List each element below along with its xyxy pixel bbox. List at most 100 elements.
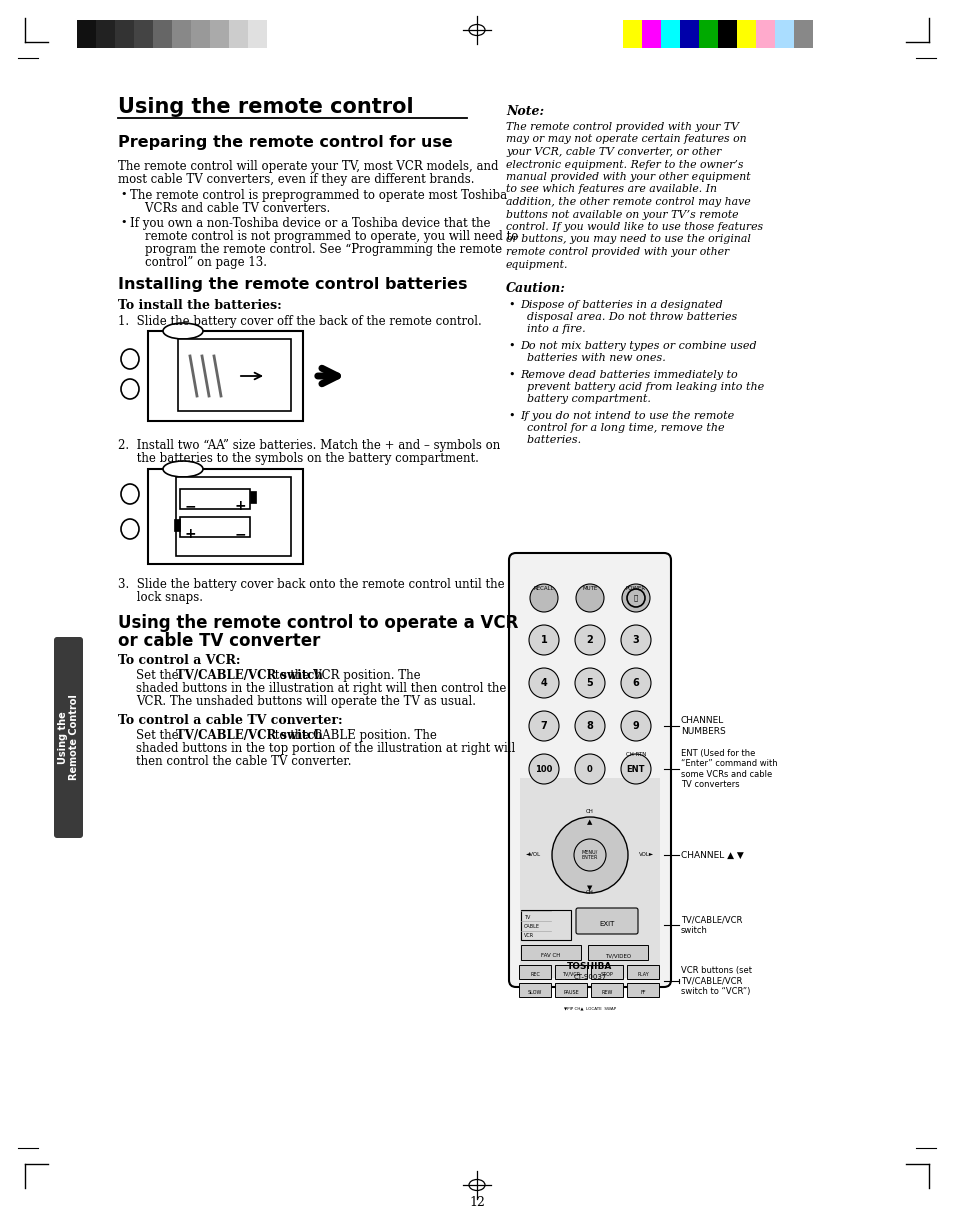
- Text: your VCR, cable TV converter, or other: your VCR, cable TV converter, or other: [505, 147, 720, 157]
- Bar: [152, 21, 172, 48]
- Text: TV/CABLE/VCR
switch: TV/CABLE/VCR switch: [680, 915, 741, 935]
- Text: TOSHIBA: TOSHIBA: [567, 962, 612, 971]
- Bar: [172, 21, 191, 48]
- Bar: [774, 21, 793, 48]
- Text: shaded buttons in the illustration at right will then control the: shaded buttons in the illustration at ri…: [136, 683, 506, 695]
- Text: To control a VCR:: To control a VCR:: [118, 654, 240, 667]
- Bar: [180, 517, 250, 537]
- Ellipse shape: [163, 323, 203, 339]
- Text: batteries.: batteries.: [519, 435, 580, 445]
- Text: 100: 100: [535, 765, 552, 773]
- Circle shape: [529, 754, 558, 784]
- Bar: [180, 488, 250, 509]
- Text: POWER: POWER: [625, 586, 645, 591]
- Text: CHANNEL
NUMBERS: CHANNEL NUMBERS: [680, 716, 725, 736]
- Text: PAUSE: PAUSE: [562, 990, 578, 995]
- Circle shape: [575, 668, 604, 698]
- Text: equipment.: equipment.: [505, 259, 568, 269]
- Bar: [520, 946, 580, 960]
- Circle shape: [529, 668, 558, 698]
- Text: Caution:: Caution:: [505, 282, 565, 295]
- Text: Installing the remote control batteries: Installing the remote control batteries: [118, 277, 467, 292]
- Bar: [148, 469, 303, 564]
- Ellipse shape: [163, 461, 203, 478]
- Text: 3.  Slide the battery cover back onto the remote control until the: 3. Slide the battery cover back onto the…: [118, 578, 504, 591]
- Text: MUTE: MUTE: [581, 586, 597, 591]
- Bar: [133, 21, 152, 48]
- Bar: [622, 21, 641, 48]
- Text: CH: CH: [585, 809, 594, 814]
- Bar: [755, 21, 774, 48]
- Bar: [115, 21, 133, 48]
- Text: 5: 5: [586, 678, 593, 687]
- Text: The remote control will operate your TV, most VCR models, and: The remote control will operate your TV,…: [118, 160, 498, 172]
- Text: •: •: [507, 300, 514, 310]
- Ellipse shape: [121, 379, 139, 399]
- Text: 7: 7: [540, 721, 547, 731]
- Text: 0: 0: [586, 765, 592, 773]
- Circle shape: [620, 754, 650, 784]
- Bar: [148, 330, 303, 421]
- Text: remote control is not programmed to operate, you will need to: remote control is not programmed to oper…: [130, 230, 517, 242]
- Circle shape: [626, 589, 644, 607]
- Circle shape: [575, 712, 604, 740]
- Bar: [191, 21, 210, 48]
- Text: ▲: ▲: [587, 819, 592, 825]
- Text: addition, the other remote control may have: addition, the other remote control may h…: [505, 197, 750, 207]
- Text: remote control provided with your other: remote control provided with your other: [505, 247, 728, 257]
- Circle shape: [529, 625, 558, 655]
- Text: or buttons, you may need to use the original: or buttons, you may need to use the orig…: [505, 234, 750, 245]
- Text: ◄VOL: ◄VOL: [525, 853, 540, 857]
- Text: ENT (Used for the
“Enter” command with
some VCRs and cable
TV converters: ENT (Used for the “Enter” command with s…: [680, 749, 777, 789]
- Text: TV/CABLE/VCR switch: TV/CABLE/VCR switch: [175, 728, 322, 742]
- FancyBboxPatch shape: [576, 908, 638, 933]
- Text: CH RTN: CH RTN: [625, 753, 645, 757]
- Ellipse shape: [121, 519, 139, 539]
- Text: PLAY: PLAY: [637, 972, 648, 977]
- Bar: [590, 965, 622, 979]
- Text: If you own a non-Toshiba device or a Toshiba device that the: If you own a non-Toshiba device or a Tos…: [130, 217, 490, 230]
- Text: VCRs and cable TV converters.: VCRs and cable TV converters.: [130, 201, 330, 215]
- Text: +: +: [233, 499, 246, 513]
- Text: FF: FF: [639, 990, 645, 995]
- Bar: [626, 965, 659, 979]
- Text: TV: TV: [523, 915, 530, 920]
- Text: ▼: ▼: [587, 885, 592, 891]
- Bar: [248, 21, 267, 48]
- Bar: [175, 478, 291, 556]
- Circle shape: [552, 816, 627, 892]
- Text: program the remote control. See “Programming the remote: program the remote control. See “Program…: [130, 242, 501, 256]
- Bar: [641, 21, 660, 48]
- Bar: [518, 983, 551, 997]
- Text: 2.  Install two “AA” size batteries. Match the + and – symbols on: 2. Install two “AA” size batteries. Matc…: [118, 439, 499, 452]
- Text: REC: REC: [530, 972, 539, 977]
- Text: RECALL: RECALL: [533, 586, 554, 591]
- Text: CABLE: CABLE: [523, 924, 539, 929]
- Text: •: •: [507, 341, 514, 351]
- Bar: [555, 983, 586, 997]
- Text: Using the
Remote Control: Using the Remote Control: [57, 695, 79, 780]
- Text: MENU/
ENTER: MENU/ ENTER: [581, 849, 598, 860]
- Text: 3: 3: [632, 636, 639, 645]
- Text: CH: CH: [585, 890, 594, 895]
- Circle shape: [620, 668, 650, 698]
- Bar: [96, 21, 115, 48]
- Text: the batteries to the symbols on the battery compartment.: the batteries to the symbols on the batt…: [118, 452, 478, 466]
- Bar: [178, 339, 291, 411]
- Circle shape: [575, 625, 604, 655]
- Text: To control a cable TV converter:: To control a cable TV converter:: [118, 714, 342, 727]
- Text: ⏻: ⏻: [633, 595, 638, 602]
- FancyBboxPatch shape: [54, 637, 83, 838]
- Circle shape: [529, 712, 558, 740]
- Text: may or may not operate certain features on: may or may not operate certain features …: [505, 135, 746, 145]
- Text: manual provided with your other equipment: manual provided with your other equipmen…: [505, 172, 750, 182]
- Circle shape: [530, 584, 558, 611]
- Text: −: −: [233, 527, 246, 541]
- Circle shape: [620, 712, 650, 740]
- Text: VCR buttons (set
TV/CABLE/VCR
switch to “VCR”): VCR buttons (set TV/CABLE/VCR switch to …: [680, 966, 751, 996]
- Text: prevent battery acid from leaking into the: prevent battery acid from leaking into t…: [519, 382, 763, 392]
- Text: VOL►: VOL►: [639, 853, 654, 857]
- Text: +: +: [184, 527, 195, 541]
- Text: TV/VCR: TV/VCR: [561, 972, 579, 977]
- Bar: [587, 946, 647, 960]
